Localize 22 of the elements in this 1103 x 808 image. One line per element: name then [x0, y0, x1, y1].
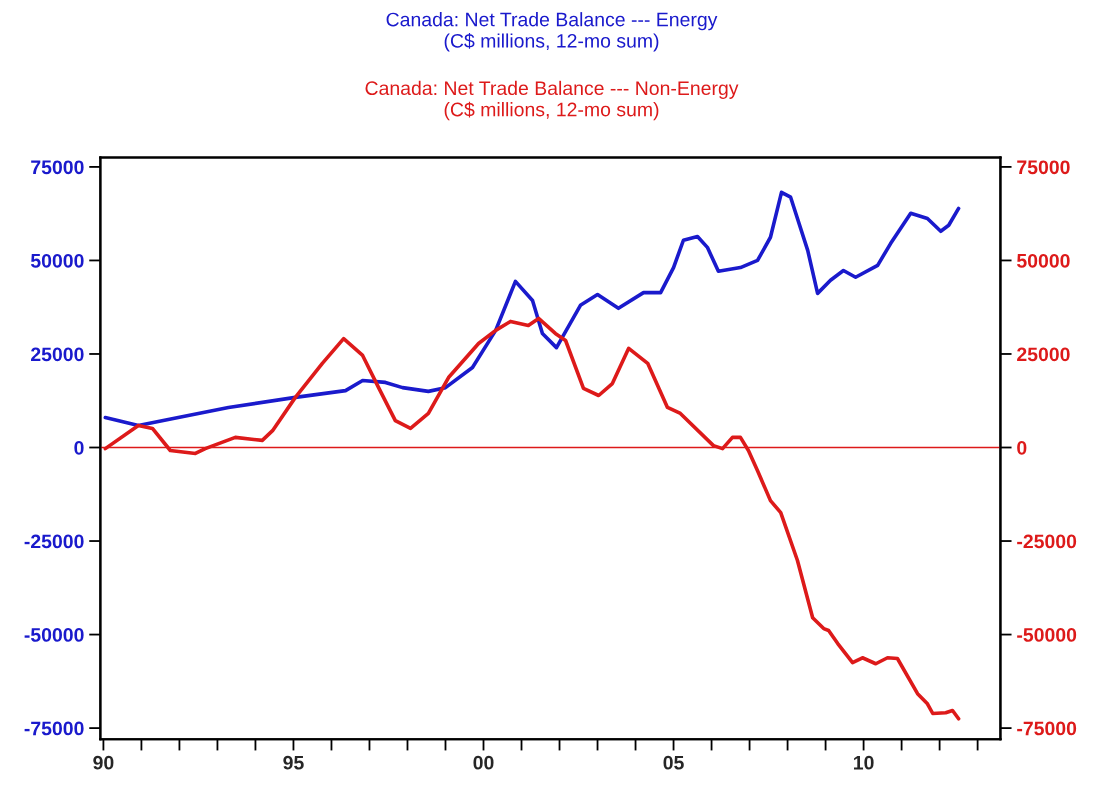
y2-tick-label: 75000: [1017, 160, 1070, 175]
y-tick-label: -50000: [24, 628, 84, 642]
x-tick-label: 00: [473, 755, 494, 770]
y2-tick-label: 0: [1017, 440, 1027, 455]
y2-tick-label: -25000: [1017, 534, 1077, 549]
y-tick-label: 25000: [31, 347, 84, 362]
x-tick-label: 10: [854, 755, 874, 770]
y-tick-label: 50000: [30, 253, 84, 268]
y2-tick-label: 25000: [1017, 347, 1070, 362]
y-tick-label: -75000: [24, 721, 84, 736]
chart-title: Canada: Net Trade Balance --- Energy (C$ millions, 12-mo sum): [386, 12, 718, 52]
y2-tick-label: -75000: [1017, 721, 1077, 736]
y-tick-label: -25000: [24, 534, 84, 549]
x-tick-label: 05: [663, 755, 684, 770]
line-series: [103, 190, 961, 428]
x-tick-label: 95: [283, 755, 304, 770]
chart-subtitle: Canada: Net Trade Balance --- Non-Energy (C$ millions, 12-mo sum): [365, 80, 739, 121]
y-tick-label: 75000: [31, 160, 84, 175]
y-tick-label: 0: [74, 440, 84, 455]
x-tick-label: 90: [93, 755, 114, 770]
y2-tick-label: 50000: [1016, 253, 1070, 268]
y2-tick-label: -50000: [1017, 628, 1077, 642]
